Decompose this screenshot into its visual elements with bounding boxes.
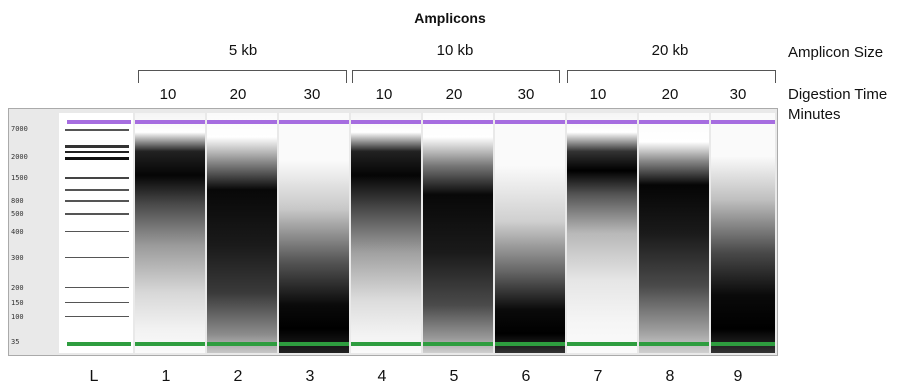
ladder-tick-label: 500	[11, 210, 24, 218]
ladder-band	[65, 302, 129, 303]
bracket-5kb	[138, 70, 347, 83]
lane-label-8: 8	[665, 368, 675, 385]
ladder-tick-label: 300	[11, 254, 24, 262]
ladder-band	[65, 231, 129, 232]
time-label-2: 20	[229, 86, 247, 103]
ladder-band	[65, 287, 129, 288]
lane-2	[207, 113, 277, 353]
ladder-tick-label: 35	[11, 338, 20, 346]
lower-marker	[423, 342, 493, 346]
lane-label-ladder: L	[89, 368, 99, 385]
ladder-tick-label: 800	[11, 197, 24, 205]
upper-marker	[207, 120, 277, 124]
time-label-5: 20	[445, 86, 463, 103]
lower-marker	[135, 342, 205, 346]
size-label-20kb: 20 kb	[651, 42, 689, 59]
lane-ladder	[59, 113, 133, 353]
lane-label-5: 5	[449, 368, 459, 385]
time-label-8: 20	[661, 86, 679, 103]
time-label-4: 10	[375, 86, 393, 103]
ladder-band	[65, 257, 129, 258]
lane-label-2: 2	[233, 368, 243, 385]
lane-label-6: 6	[521, 368, 531, 385]
lower-marker	[67, 342, 131, 346]
upper-marker	[423, 120, 493, 124]
ladder-band	[65, 213, 129, 215]
lane-3	[279, 113, 349, 353]
ladder-tick-label: 1500	[11, 174, 28, 182]
lane-label-7: 7	[593, 368, 603, 385]
lower-marker	[279, 342, 349, 346]
time-label-1: 10	[159, 86, 177, 103]
lower-marker	[351, 342, 421, 346]
lower-marker	[207, 342, 277, 346]
bracket-10kb	[352, 70, 560, 83]
ladder-band	[65, 129, 129, 131]
upper-marker	[567, 120, 637, 124]
figure-title: Amplicons	[414, 10, 486, 26]
lane-9	[711, 113, 775, 353]
ladder-band	[65, 189, 129, 191]
lower-marker	[711, 342, 775, 346]
upper-marker	[279, 120, 349, 124]
ladder-tick-label: 400	[11, 228, 24, 236]
ladder-tick-label: 150	[11, 299, 24, 307]
lane-label-4: 4	[377, 368, 387, 385]
ladder-band	[65, 145, 129, 148]
lane-8	[639, 113, 709, 353]
digestion-time-label: Digestion Time	[788, 86, 888, 103]
lane-label-9: 9	[733, 368, 743, 385]
ladder-tick-label: 100	[11, 313, 24, 321]
lane-label-3: 3	[305, 368, 315, 385]
lane-7	[567, 113, 637, 353]
lane-6	[495, 113, 565, 353]
lower-marker	[639, 342, 709, 346]
time-label-7: 10	[589, 86, 607, 103]
ladder-band	[65, 151, 129, 153]
time-label-6: 30	[517, 86, 535, 103]
upper-marker	[639, 120, 709, 124]
lane-label-1: 1	[161, 368, 171, 385]
ladder-band	[65, 177, 129, 179]
upper-marker	[351, 120, 421, 124]
ladder-band	[65, 157, 129, 160]
ladder-band	[65, 200, 129, 202]
upper-marker	[495, 120, 565, 124]
lower-marker	[495, 342, 565, 346]
upper-marker	[67, 120, 131, 124]
lane-4	[351, 113, 421, 353]
ladder-tick-label: 2000	[11, 153, 28, 161]
amplicon-size-label: Amplicon Size	[788, 44, 884, 61]
upper-marker	[135, 120, 205, 124]
lane-1	[135, 113, 205, 353]
lane-5	[423, 113, 493, 353]
time-label-9: 30	[729, 86, 747, 103]
ladder-tick-label: 200	[11, 284, 24, 292]
minutes-label: Minutes	[788, 106, 841, 123]
size-label-5kb: 5 kb	[228, 42, 258, 59]
upper-marker	[711, 120, 775, 124]
gel-image: 7000 2000 1500 800 500 400 300 200 150 1…	[8, 108, 778, 356]
ladder-tick-label: 7000	[11, 125, 28, 133]
ladder-band	[65, 316, 129, 317]
lower-marker	[567, 342, 637, 346]
bracket-20kb	[567, 70, 776, 83]
size-label-10kb: 10 kb	[436, 42, 474, 59]
time-label-3: 30	[303, 86, 321, 103]
